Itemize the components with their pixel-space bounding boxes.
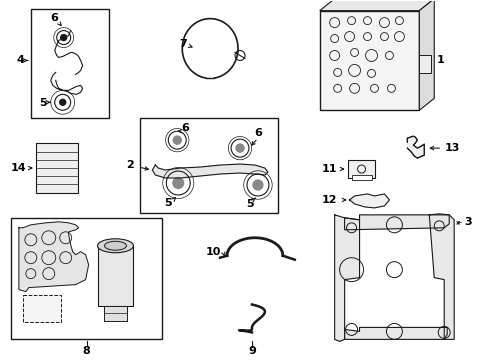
- Bar: [23, 294, 61, 323]
- Polygon shape: [19, 222, 88, 292]
- Text: 5: 5: [164, 198, 172, 208]
- Polygon shape: [349, 194, 388, 208]
- Text: 14: 14: [11, 163, 27, 173]
- Circle shape: [252, 180, 263, 190]
- Bar: [351, 175, 371, 180]
- Bar: [11, 218, 162, 339]
- Text: 6: 6: [50, 13, 58, 23]
- Text: 7: 7: [179, 39, 187, 49]
- Text: 5: 5: [39, 98, 46, 108]
- Bar: [319, 11, 419, 110]
- Circle shape: [61, 35, 66, 41]
- Circle shape: [173, 136, 181, 144]
- Circle shape: [60, 99, 65, 105]
- Ellipse shape: [104, 241, 126, 250]
- Text: 5: 5: [245, 199, 253, 209]
- Polygon shape: [334, 215, 359, 341]
- Text: 9: 9: [247, 346, 255, 356]
- Text: 6: 6: [181, 123, 189, 133]
- Text: 12: 12: [321, 195, 337, 205]
- Bar: [140, 118, 277, 213]
- Text: 10: 10: [205, 247, 221, 257]
- Polygon shape: [419, 0, 433, 110]
- Circle shape: [236, 144, 244, 152]
- Text: 8: 8: [82, 346, 90, 356]
- Polygon shape: [407, 136, 424, 158]
- Polygon shape: [344, 215, 448, 230]
- Bar: [36, 143, 78, 193]
- Bar: [98, 246, 133, 306]
- Circle shape: [173, 177, 183, 188]
- Bar: [419, 55, 430, 73]
- Text: 1: 1: [435, 55, 443, 66]
- Bar: [31, 9, 108, 118]
- Text: 13: 13: [443, 143, 459, 153]
- Polygon shape: [428, 214, 453, 339]
- Text: 11: 11: [321, 164, 337, 174]
- Text: 6: 6: [253, 128, 262, 138]
- Bar: [347, 160, 375, 178]
- Bar: [103, 306, 127, 321]
- Text: 2: 2: [126, 160, 134, 170]
- Polygon shape: [319, 0, 433, 11]
- Text: 3: 3: [463, 217, 471, 227]
- Polygon shape: [344, 328, 447, 339]
- Polygon shape: [152, 164, 267, 178]
- Text: 4: 4: [17, 55, 25, 66]
- Ellipse shape: [98, 239, 133, 253]
